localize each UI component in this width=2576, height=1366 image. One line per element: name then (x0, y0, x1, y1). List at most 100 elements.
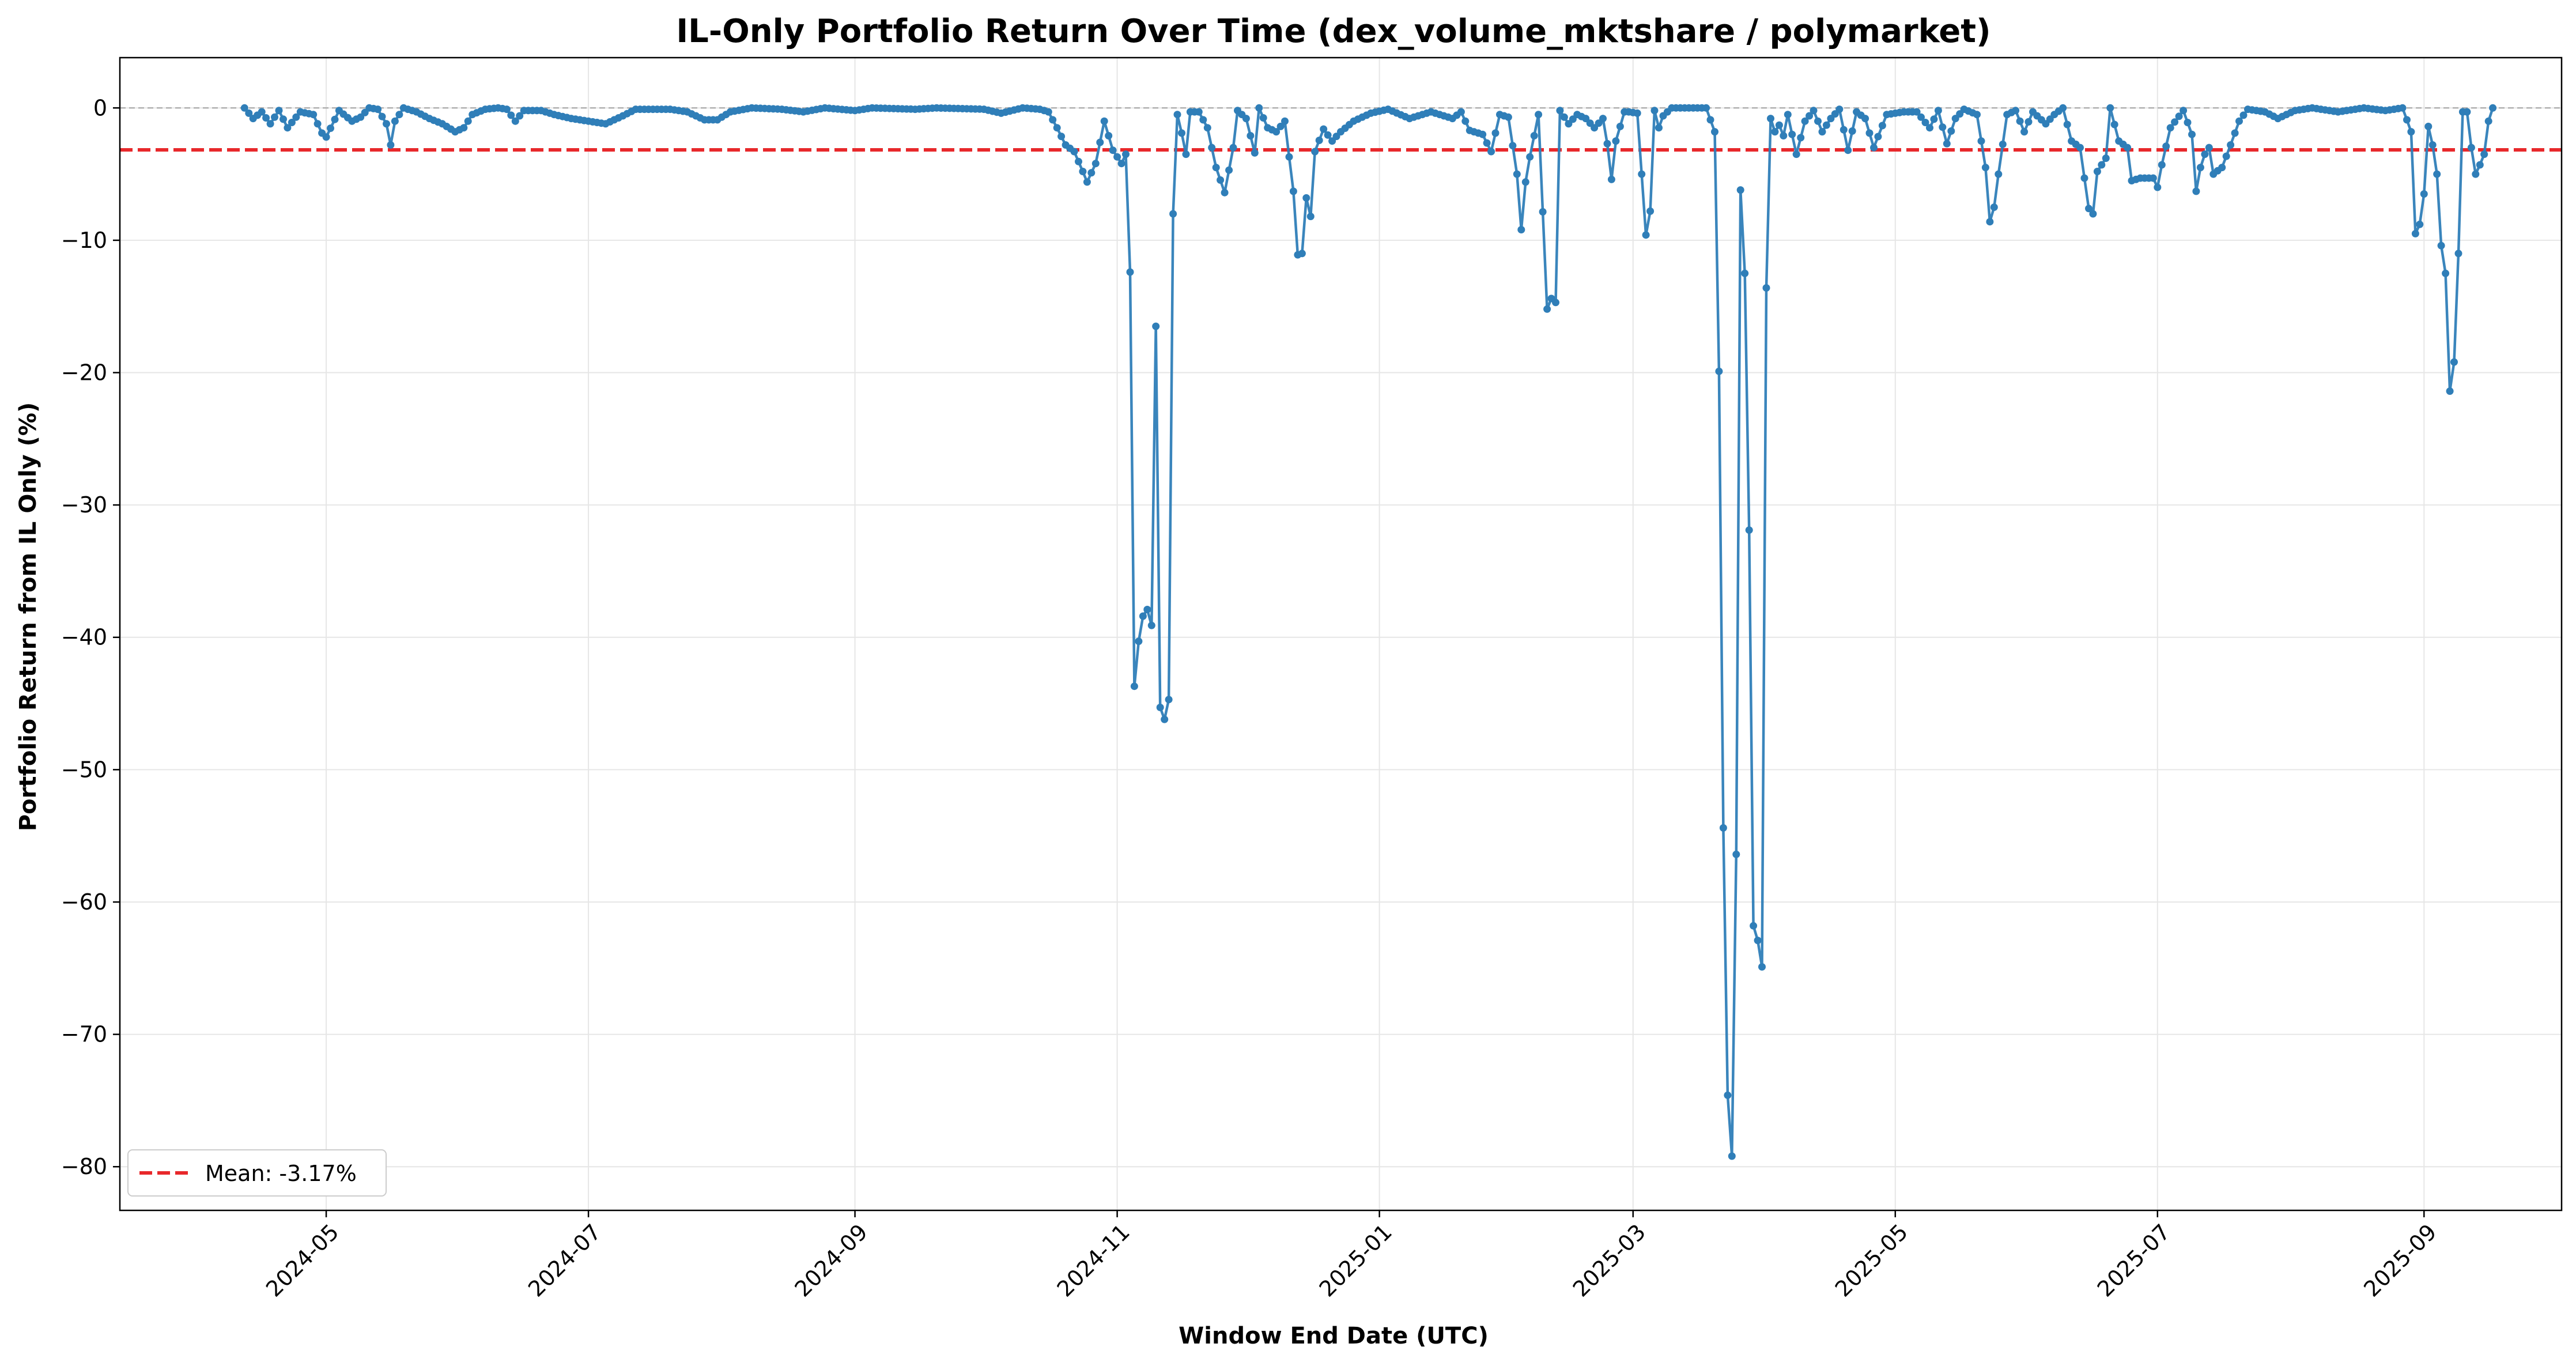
data-point (1165, 696, 1173, 704)
data-point (2201, 150, 2209, 159)
data-point (1741, 269, 1749, 277)
data-point (1251, 149, 1259, 157)
data-point (1311, 148, 1319, 156)
data-point (1728, 1152, 1736, 1160)
data-point (1208, 144, 1216, 152)
data-point (322, 133, 330, 141)
data-point (266, 120, 274, 128)
data-point (1650, 107, 1659, 115)
data-point (1702, 104, 1710, 112)
data-point (395, 111, 403, 119)
y-axis-title: Portfolio Return from IL Only (%) (15, 402, 41, 831)
data-point (1646, 207, 1655, 215)
y-tick-label: −10 (61, 228, 107, 253)
data-point (1324, 131, 1332, 139)
data-point (1784, 111, 1792, 119)
data-point (1930, 115, 1938, 123)
data-point (1229, 144, 1237, 152)
y-tick-label: −60 (61, 889, 107, 915)
data-point (1926, 124, 1933, 132)
data-point (2463, 108, 2471, 116)
data-point (262, 114, 270, 122)
data-point (2454, 250, 2462, 258)
data-point (1999, 140, 2007, 148)
data-point (1242, 115, 1250, 123)
data-point (1638, 170, 1646, 178)
data-point (2124, 144, 2132, 152)
data-point (2218, 164, 2226, 172)
data-point (1543, 305, 1551, 313)
data-point (1199, 116, 1207, 124)
y-tick-label: −50 (61, 757, 107, 782)
data-point (1539, 208, 1547, 216)
data-point (1087, 169, 1096, 177)
data-point (374, 105, 382, 114)
data-point (1840, 126, 1848, 134)
data-point (1874, 133, 1882, 141)
chart-title: IL-Only Portfolio Return Over Time (dex_… (676, 13, 1990, 50)
data-point (2093, 168, 2101, 175)
data-point (279, 115, 287, 123)
data-point (1616, 122, 1624, 130)
data-point (1161, 715, 1169, 723)
data-point (1113, 153, 1121, 161)
data-point (1513, 170, 1521, 178)
data-point (1775, 121, 1783, 129)
data-point (1870, 144, 1878, 152)
data-point (1990, 203, 1998, 211)
data-point (284, 124, 292, 132)
data-point (2411, 229, 2419, 237)
data-point (2476, 161, 2484, 169)
data-point (2480, 150, 2488, 159)
data-point (1276, 122, 1285, 130)
data-point (1298, 250, 1306, 258)
data-point (464, 117, 472, 125)
data-point (327, 124, 334, 132)
data-point (313, 120, 322, 128)
data-point (1281, 117, 1289, 125)
legend-box (127, 1149, 387, 1197)
data-point (1255, 104, 1263, 112)
data-point (1079, 168, 1087, 175)
data-point (1973, 111, 1981, 119)
data-point (1633, 109, 1641, 117)
data-point (1655, 124, 1663, 132)
data-point (1943, 139, 1951, 148)
data-point (1788, 130, 1796, 138)
data-point (1724, 1091, 1732, 1099)
data-point (391, 117, 399, 125)
data-point (288, 119, 296, 126)
data-point (511, 117, 519, 125)
data-point (2106, 104, 2114, 112)
data-point (2472, 170, 2480, 178)
data-point (1126, 268, 1134, 276)
data-point (507, 111, 515, 119)
data-point (2424, 122, 2433, 130)
data-point (1320, 125, 1328, 133)
data-point (1848, 127, 1856, 135)
data-point (1521, 178, 1529, 186)
data-point (1715, 367, 1723, 375)
y-tick-label: 0 (93, 95, 107, 120)
data-point (2437, 241, 2445, 250)
data-point (1750, 922, 1758, 930)
data-point (2403, 116, 2411, 124)
data-point (1225, 166, 1233, 174)
data-point (1711, 128, 1718, 136)
data-point (1152, 322, 1160, 330)
data-point (1053, 124, 1061, 132)
data-point (2184, 119, 2192, 126)
data-point (1491, 129, 1499, 137)
data-point (1818, 128, 1826, 136)
data-point (1217, 176, 1225, 184)
data-point (1483, 139, 1491, 147)
data-point (2235, 117, 2243, 125)
data-point (1195, 108, 1203, 116)
data-point (2188, 130, 2196, 138)
data-point (1122, 150, 1130, 159)
data-point (2442, 269, 2450, 277)
data-point (1556, 107, 1564, 115)
data-point (1878, 122, 1886, 130)
data-point (1109, 146, 1117, 154)
data-point (1083, 178, 1091, 186)
